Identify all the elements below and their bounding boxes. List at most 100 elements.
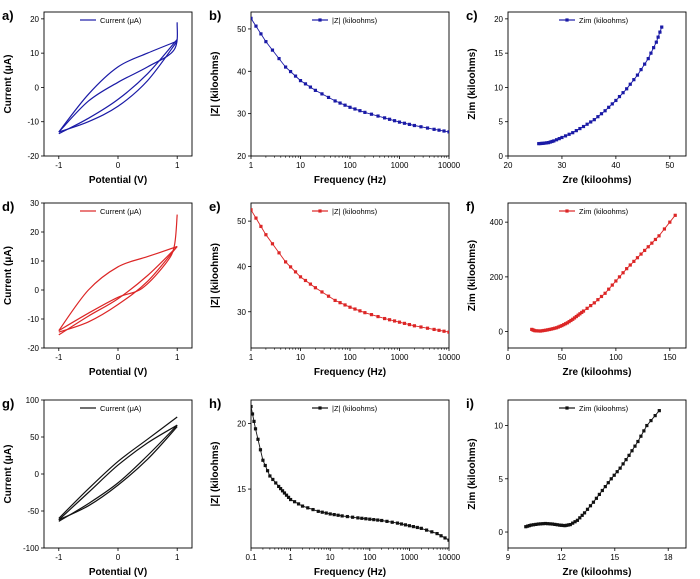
series-group-c [537,25,664,146]
data-point-i [531,523,536,527]
data-point-f [547,327,551,332]
data-point-i [541,522,545,526]
data-point-b [343,103,347,107]
data-point-c [625,87,629,91]
data-point-c [603,109,607,113]
data-point-c [574,129,578,133]
x-axis-label-e: Frequency (Hz) [314,367,386,378]
data-point-h [407,524,411,528]
x-tick-label-g: 1 [175,553,180,562]
data-point-b [419,125,423,129]
y-tick-label-i: 0 [499,528,504,537]
data-point-i [624,458,628,462]
data-point-b [259,32,263,36]
data-point-h [251,412,255,416]
y-tick-label-g: 100 [26,396,40,405]
data-point-c [610,102,614,106]
x-axis-label-a: Potential (V) [89,175,147,186]
data-point-b [348,105,352,109]
data-point-b [369,112,374,116]
data-point-e [320,290,324,294]
x-tick-label-c: 30 [557,161,566,170]
x-tick-label-a: 0 [116,161,121,170]
panel-label-d: d) [2,199,14,214]
data-point-i [597,492,601,497]
series-group-f [530,213,677,333]
series-line-g-0 [58,424,178,521]
data-point-f [545,328,550,332]
data-point-h [415,525,419,530]
data-point-f [563,322,568,326]
data-point-e [392,319,397,323]
series-group-a [58,22,178,135]
data-point-c [660,25,664,29]
data-point-c [589,120,593,124]
data-point-i [524,525,528,529]
data-point-c [649,51,653,55]
x-tick-label-i: 18 [664,553,673,562]
data-point-c [652,46,656,50]
data-point-h [296,502,301,506]
data-point-i [636,439,640,444]
data-point-c [621,91,625,95]
data-point-f [576,313,580,317]
series-line-f-0 [531,215,676,332]
data-point-b [387,117,392,121]
data-point-c [654,40,658,44]
data-point-f [625,267,629,271]
y-axis-label-d: Current (μA) [3,246,14,305]
y-tick-label-f: 0 [499,328,504,337]
data-point-b [442,129,446,133]
data-point-c [628,82,632,86]
y-tick-label-d: -10 [27,315,39,324]
data-point-b [298,79,303,83]
legend-label-g: Current (μA) [100,404,142,413]
y-tick-label-h: 20 [237,420,246,429]
data-point-b [407,122,412,126]
data-point-h [360,516,364,520]
data-point-i [603,484,607,489]
y-tick-label-e: 40 [237,262,246,271]
data-point-i [633,444,637,448]
y-tick-label-g: 0 [35,470,40,479]
y-tick-label-e: 50 [237,217,246,226]
series-line-g-3 [58,426,178,521]
x-tick-label-e: 10000 [438,353,461,362]
data-point-h [279,487,283,491]
data-point-b [363,110,367,114]
data-point-c [592,118,596,122]
legend-label-a: Current (μA) [100,16,142,25]
data-point-f [536,329,541,333]
data-point-f [657,234,661,238]
data-point-c [578,126,582,131]
data-point-c [635,73,640,77]
data-point-f [639,252,643,256]
data-point-i [606,481,610,485]
legend-marker-f [565,209,569,213]
data-point-h [263,463,267,468]
data-point-e [288,265,293,269]
data-point-e [277,251,281,255]
data-point-e [369,313,374,317]
data-point-e [425,326,430,330]
data-point-f [580,310,584,315]
data-point-i [615,470,619,474]
data-point-h [399,522,404,526]
y-tick-label-i: 10 [494,422,503,431]
y-tick-label-f: 200 [490,273,504,282]
x-tick-label-a: 1 [175,161,180,170]
data-point-h [274,481,278,485]
legend-marker-e [318,209,322,213]
data-point-e [363,311,367,315]
data-point-h [368,517,372,521]
legend-label-i: Zim (kiloohms) [579,404,629,413]
series-line-d-3 [58,246,178,336]
data-point-f [653,237,658,242]
data-point-h [435,531,439,536]
data-point-e [348,305,352,309]
x-axis-label-i: Zre (kiloohms) [563,567,632,578]
data-point-f [628,263,632,267]
series-line-a-2 [58,22,178,133]
legend-marker-c [565,18,569,22]
data-point-i [573,520,577,524]
